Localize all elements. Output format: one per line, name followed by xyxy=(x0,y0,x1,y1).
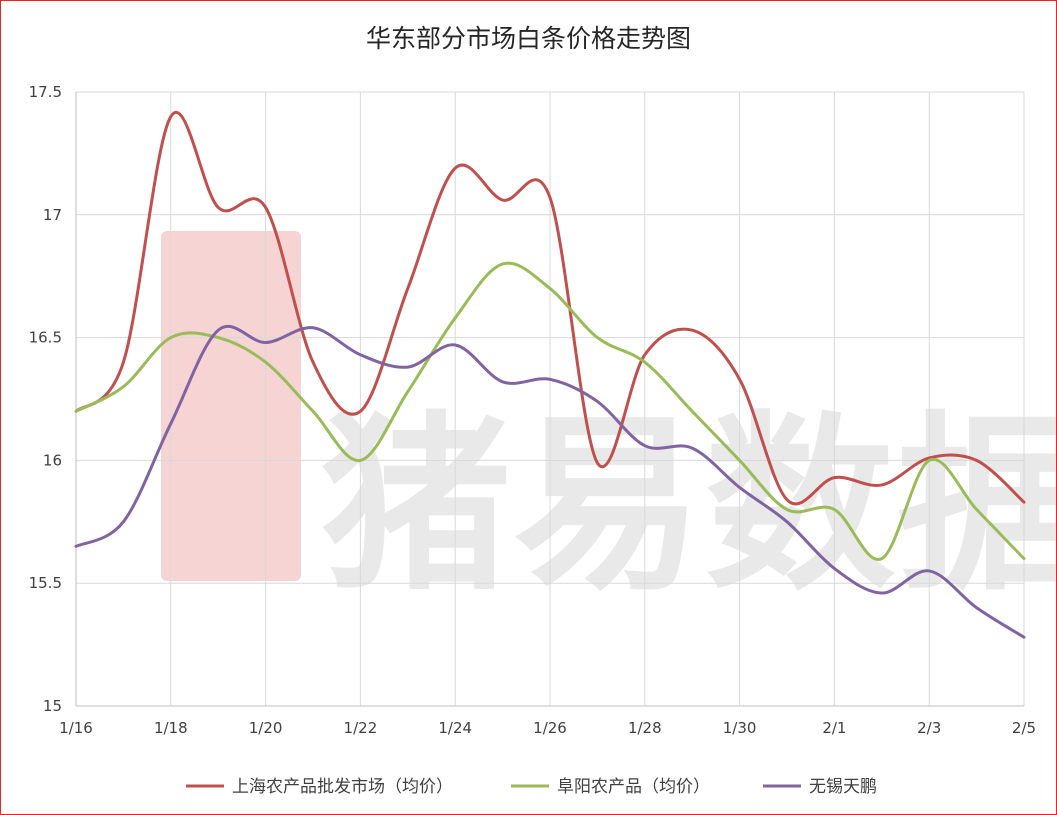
data-point xyxy=(264,341,267,344)
data-point xyxy=(975,606,978,609)
data-point xyxy=(738,486,741,489)
data-point xyxy=(880,557,883,560)
x-tick-label: 1/20 xyxy=(249,719,283,737)
x-tick-label: 2/3 xyxy=(917,719,941,737)
data-point xyxy=(643,444,646,447)
data-point xyxy=(786,498,789,501)
data-point xyxy=(738,378,741,381)
x-tick-label: 1/28 xyxy=(628,719,662,737)
data-point xyxy=(928,569,931,572)
data-point xyxy=(359,410,362,413)
data-point xyxy=(217,336,220,339)
legend-label-3: 无锡天鹏 xyxy=(809,777,877,797)
data-point xyxy=(833,508,836,511)
x-tick-label: 2/1 xyxy=(822,719,846,737)
y-tick-label: 16 xyxy=(43,451,62,469)
data-point xyxy=(833,567,836,570)
series-line-2 xyxy=(74,261,1026,561)
data-point xyxy=(501,380,504,383)
data-point xyxy=(691,447,694,450)
data-point xyxy=(501,262,504,265)
data-point xyxy=(312,410,315,413)
data-point xyxy=(75,545,78,548)
data-point xyxy=(169,336,172,339)
data-point xyxy=(454,316,457,319)
data-point xyxy=(359,353,362,356)
y-tick-label: 15.5 xyxy=(29,574,62,592)
data-point xyxy=(549,287,552,290)
x-tick-label: 1/30 xyxy=(723,719,757,737)
chart-title: 华东部分市场白条价格走势图 xyxy=(365,24,691,53)
data-point xyxy=(596,336,599,339)
data-point xyxy=(122,520,125,523)
data-point xyxy=(312,326,315,329)
data-point xyxy=(169,422,172,425)
x-tick-label: 2/5 xyxy=(1012,719,1036,737)
data-point xyxy=(975,459,978,462)
data-point xyxy=(359,459,362,462)
x-tick-label: 1/22 xyxy=(344,719,378,737)
x-tick-label: 1/16 xyxy=(59,719,93,737)
data-point xyxy=(549,378,552,381)
data-point xyxy=(312,361,315,364)
data-point xyxy=(643,353,646,356)
data-point xyxy=(217,329,220,332)
y-tick-label: 15 xyxy=(43,697,62,715)
y-tick-label: 17.5 xyxy=(29,83,62,101)
y-tick-label: 17 xyxy=(43,206,62,224)
data-point xyxy=(691,410,694,413)
data-point xyxy=(691,329,694,332)
data-point xyxy=(406,390,409,393)
data-point xyxy=(786,508,789,511)
data-point xyxy=(880,592,883,595)
data-point xyxy=(880,483,883,486)
data-point xyxy=(75,410,78,413)
data-point xyxy=(406,287,409,290)
data-point xyxy=(454,343,457,346)
legend-label-1: 上海农产品批发市场（均价） xyxy=(232,777,453,797)
data-point xyxy=(122,385,125,388)
data-point xyxy=(217,206,220,209)
data-point xyxy=(643,361,646,364)
data-point xyxy=(596,461,599,464)
data-point xyxy=(122,361,125,364)
data-point xyxy=(1023,501,1026,504)
data-point xyxy=(833,476,836,479)
data-point xyxy=(738,459,741,462)
x-tick-label: 1/26 xyxy=(533,719,567,737)
series-line-1 xyxy=(74,111,1026,506)
data-point xyxy=(169,115,172,118)
series-line-3 xyxy=(74,324,1026,639)
watermark-logo xyxy=(161,231,301,581)
data-point xyxy=(549,196,552,199)
data-point xyxy=(406,366,409,369)
watermark-text: 猪易数据 xyxy=(321,395,1056,616)
x-tick-label: 1/18 xyxy=(154,719,188,737)
data-point xyxy=(264,361,267,364)
data-point xyxy=(975,508,978,511)
x-tick-label: 1/24 xyxy=(438,719,472,737)
data-point xyxy=(596,400,599,403)
data-point xyxy=(454,167,457,170)
data-point xyxy=(501,199,504,202)
data-point xyxy=(928,459,931,462)
data-point xyxy=(1023,636,1026,639)
legend-label-2: 阜阳农产品（均价） xyxy=(557,777,710,797)
data-point xyxy=(786,520,789,523)
data-point xyxy=(264,206,267,209)
y-tick-label: 16.5 xyxy=(29,329,62,347)
data-point xyxy=(1023,557,1026,560)
